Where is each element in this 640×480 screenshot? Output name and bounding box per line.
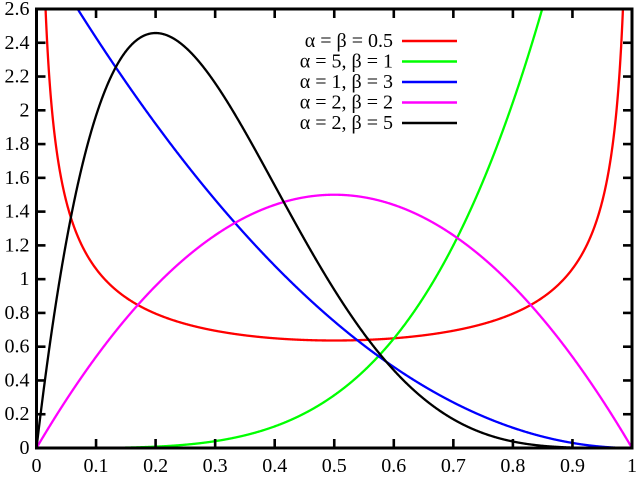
y-tick-label: 2.2 [5, 66, 30, 88]
y-tick-label: 1.2 [5, 234, 30, 256]
y-tick-label: 2 [20, 99, 30, 121]
y-tick-label: 2.6 [5, 0, 30, 20]
y-tick-label: 1.6 [5, 167, 30, 189]
legend-label-3: α = 2, β = 2 [300, 92, 393, 114]
beta-pdf-curve-3 [35, 193, 634, 450]
y-tick-label: 1 [20, 268, 30, 290]
legend-label-1: α = 5, β = 1 [300, 51, 393, 73]
y-tick-label: 0.2 [5, 403, 30, 425]
y-tick-label: 2.4 [5, 32, 30, 54]
y-tick-label: 0.4 [5, 369, 30, 391]
y-tick-label: 1.8 [5, 133, 30, 155]
beta-pdf-curve-2 [76, 7, 634, 450]
y-tick-label: 1.4 [5, 201, 30, 223]
x-tick-label: 0.3 [203, 455, 228, 477]
x-tick-label: 0 [32, 455, 42, 477]
x-tick-label: 0.6 [381, 455, 406, 477]
y-tick-label: 0.6 [5, 336, 30, 358]
beta-pdf-curve-0 [44, 7, 625, 342]
x-tick-label: 0.1 [84, 455, 109, 477]
x-tick-label: 0.2 [143, 455, 168, 477]
legend-label-4: α = 2, β = 5 [300, 112, 393, 134]
beta-pdf-curve-4 [35, 31, 634, 450]
y-tick-label: 0 [20, 437, 30, 459]
x-tick-label: 0.8 [500, 455, 525, 477]
legend: α = β = 0.5α = 5, β = 1α = 1, β = 3α = 2… [300, 30, 457, 134]
x-tick-label: 1 [627, 455, 637, 477]
legend-label-2: α = 1, β = 3 [300, 71, 393, 93]
x-tick-label: 0.4 [262, 455, 287, 477]
x-tick-label: 0.9 [560, 455, 585, 477]
x-tick-label: 0.5 [322, 455, 347, 477]
y-tick-label: 0.8 [5, 302, 30, 324]
legend-label-0: α = β = 0.5 [305, 30, 393, 52]
x-tick-label: 0.7 [441, 455, 466, 477]
